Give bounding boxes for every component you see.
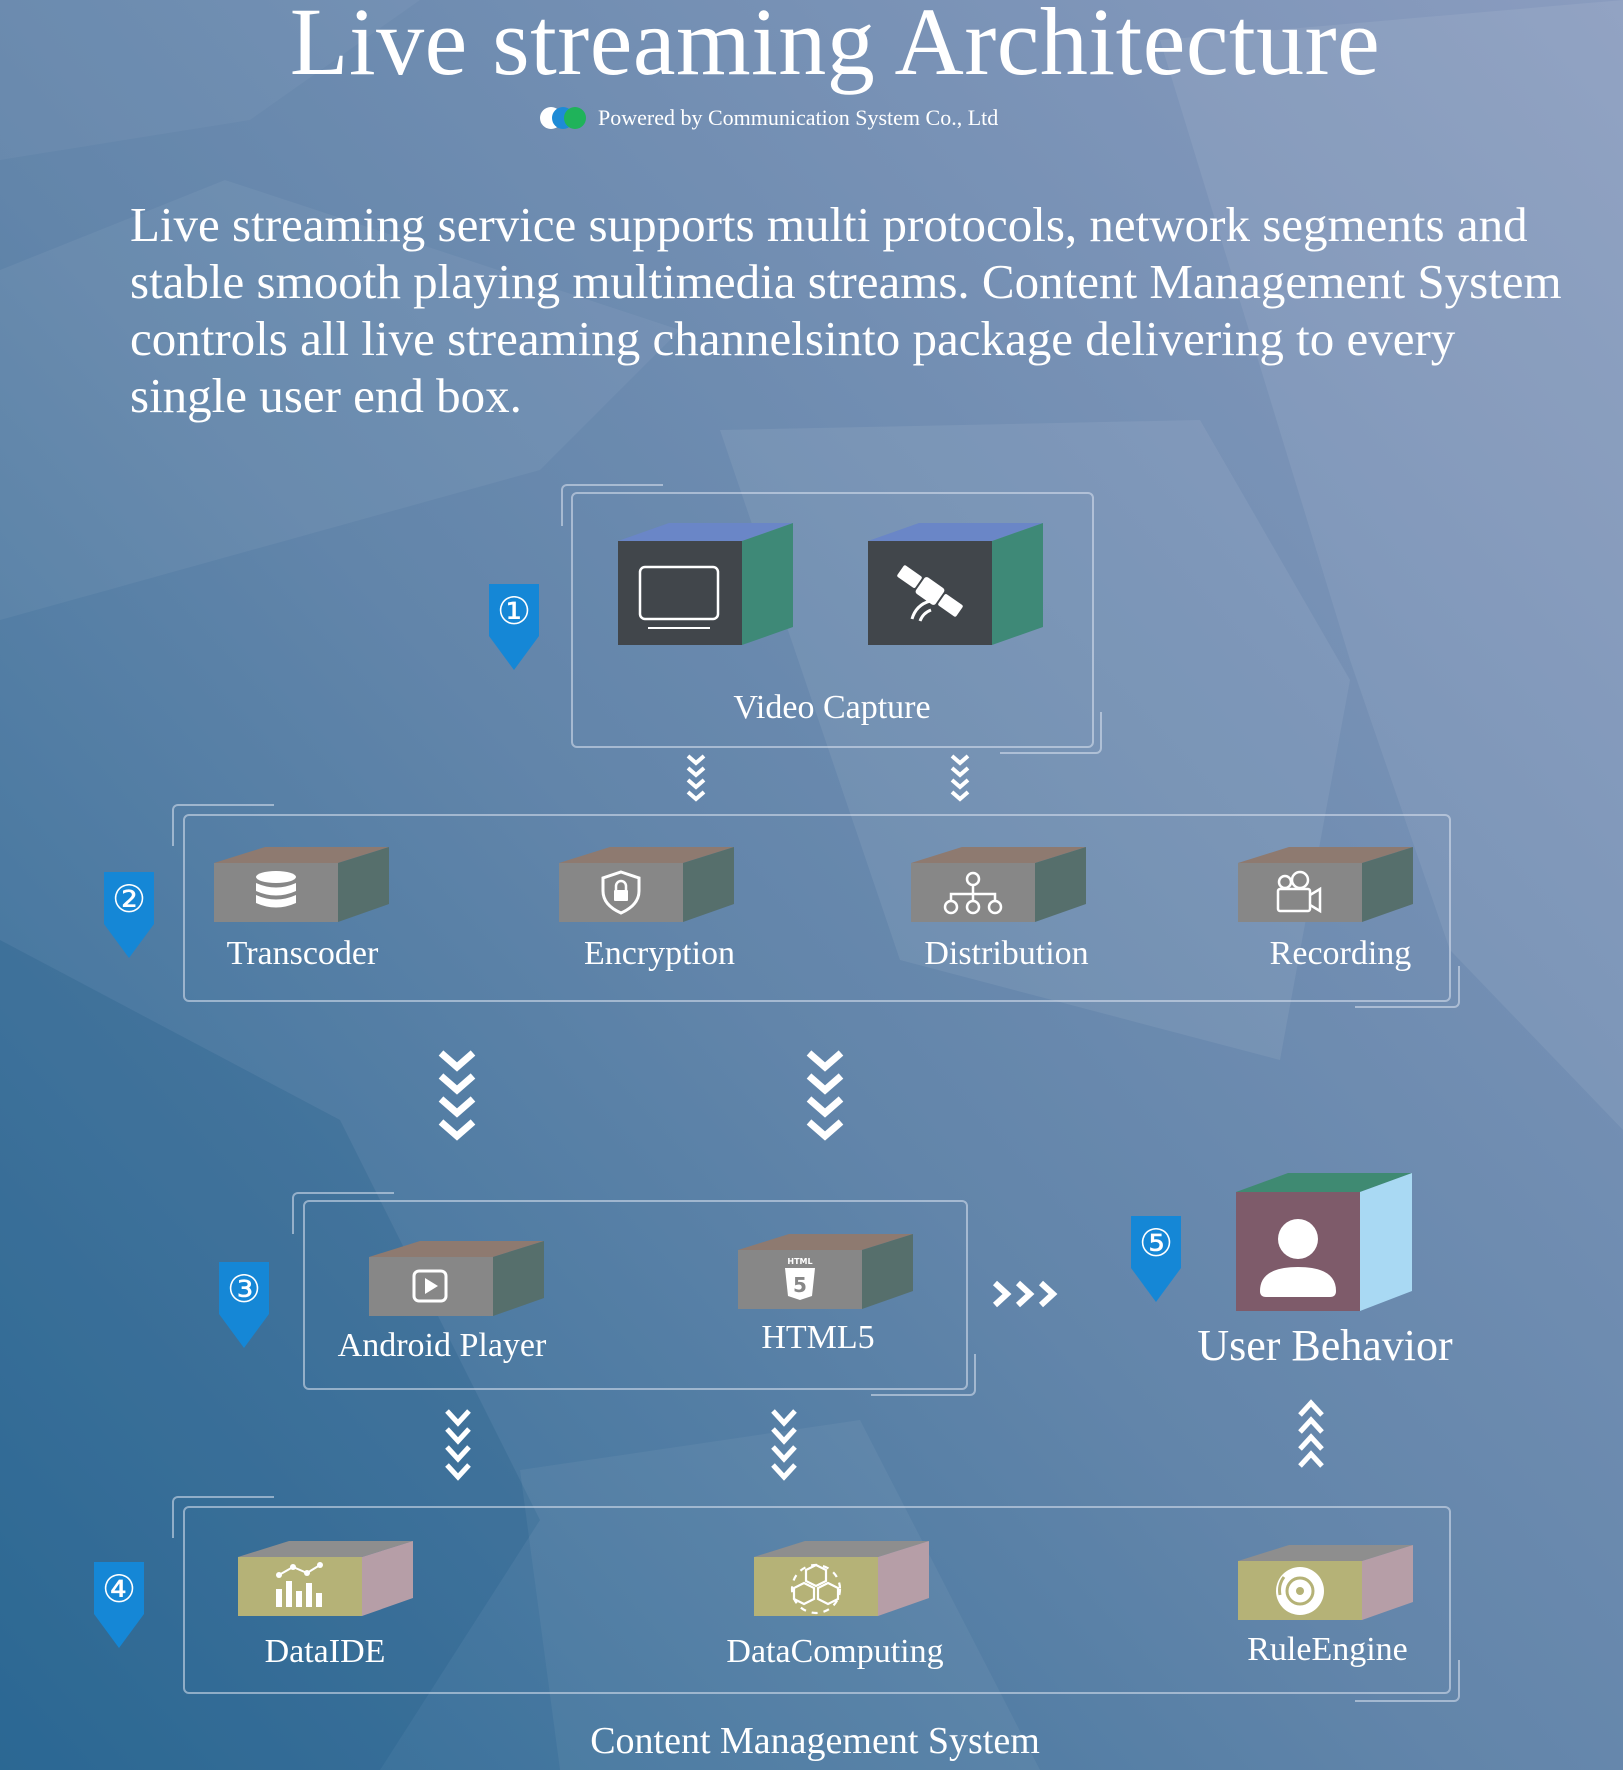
flow-arrow-down-icon: [445, 1409, 471, 1481]
stage2-item-label: Distribution: [924, 935, 1089, 972]
stage3-item-label: Android Player: [337, 1327, 547, 1364]
html5-icon: HTML 5: [738, 1234, 913, 1309]
stage2-item-label: Transcoder: [226, 935, 379, 972]
bar-chart-icon: [238, 1541, 413, 1616]
stage4-item-label: DataIDE: [264, 1633, 386, 1670]
shield-lock-icon: [559, 847, 734, 922]
company-logo-icon: [540, 107, 586, 129]
step-number: ④: [101, 1569, 137, 1611]
description-text: Live streaming service supports multi pr…: [130, 197, 1562, 423]
disc-icon: [1238, 1545, 1413, 1620]
powered-by-text: Powered by Communication System Co., Ltd: [598, 105, 999, 130]
flow-arrow-down-icon: [771, 1409, 797, 1481]
flow-arrow-down-icon: [950, 754, 970, 802]
player-panel: [303, 1200, 968, 1390]
satellite-icon: [868, 523, 1043, 645]
svg-text:5: 5: [793, 1273, 807, 1297]
location-pin-icon: [1131, 1216, 1181, 1302]
cms-panel: [183, 1506, 1451, 1694]
monitor-icon: [618, 523, 793, 645]
processing-panel: [183, 814, 1451, 1002]
flow-arrow-right-icon: [992, 1280, 1058, 1308]
powered-by: Powered by Communication System Co., Ltd: [540, 103, 998, 133]
step-marker-5: ⑤: [1131, 1216, 1181, 1307]
step-number: ⑤: [1138, 1223, 1174, 1265]
step-number: ③: [226, 1269, 262, 1311]
step-marker-3: ③: [219, 1262, 269, 1353]
location-pin-icon: [219, 1262, 269, 1348]
flow-arrow-down-icon: [438, 1050, 476, 1141]
svg-text:HTML: HTML: [787, 1257, 812, 1266]
step-marker-2: ②: [104, 872, 154, 963]
step-number: ①: [496, 591, 532, 633]
stage3-item-label: HTML5: [761, 1319, 875, 1356]
page-title: Live streaming Architecture: [289, 0, 1381, 95]
step-marker-1: ①: [489, 584, 539, 675]
step-number: ②: [111, 879, 147, 921]
stage4-item-label: RuleEngine: [1247, 1631, 1408, 1668]
step-marker-4: ④: [94, 1562, 144, 1653]
user-icon: [1236, 1173, 1412, 1311]
flow-arrow-down-icon: [806, 1050, 844, 1141]
video-camera-icon: [1238, 847, 1413, 922]
network-tree-icon: [911, 847, 1086, 922]
flow-arrow-up-icon: [1298, 1399, 1324, 1468]
stage2-item-label: Encryption: [583, 935, 736, 972]
user-behavior-label: User Behavior: [1197, 1321, 1453, 1370]
stage4-item-label: DataComputing: [726, 1633, 944, 1670]
cubes-icon: [754, 1541, 929, 1616]
video-capture-label: Video Capture: [733, 689, 931, 726]
stage2-item-label: Recording: [1269, 935, 1412, 972]
play-icon: [369, 1241, 544, 1316]
cms-caption: Content Management System: [590, 1720, 1040, 1762]
location-pin-icon: [104, 872, 154, 958]
flow-arrow-down-icon: [686, 754, 706, 802]
location-pin-icon: [94, 1562, 144, 1648]
location-pin-icon: [489, 584, 539, 670]
database-icon: [214, 847, 389, 922]
video-capture-panel: [571, 492, 1094, 748]
